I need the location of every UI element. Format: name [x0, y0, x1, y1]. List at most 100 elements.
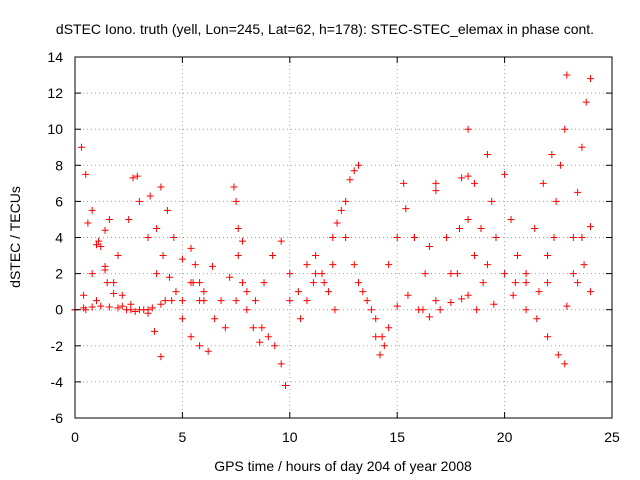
data-point: [522, 270, 530, 278]
data-point: [372, 315, 380, 323]
series-24: [372, 324, 393, 359]
series-37: [535, 125, 569, 296]
data-point: [464, 215, 472, 223]
data-point: [153, 270, 161, 278]
data-point: [552, 197, 560, 205]
data-point: [400, 179, 408, 187]
data-point: [264, 333, 272, 341]
data-point: [372, 333, 380, 341]
data-point: [168, 297, 176, 305]
series-25: [385, 205, 418, 269]
data-point: [544, 252, 552, 260]
data-point: [303, 297, 311, 305]
data-point: [432, 187, 440, 195]
series-41: [574, 223, 595, 287]
data-point: [277, 360, 285, 368]
data-point: [419, 306, 427, 314]
data-point: [436, 306, 444, 314]
data-point: [587, 288, 595, 296]
data-point: [329, 234, 337, 241]
data-point: [350, 167, 358, 175]
data-point: [187, 333, 195, 341]
data-point: [204, 347, 212, 355]
data-point: [269, 252, 277, 260]
data-point: [363, 297, 371, 305]
data-point: [170, 234, 178, 241]
data-point: [453, 270, 461, 278]
data-point: [574, 188, 582, 196]
data-point: [230, 183, 238, 191]
data-point: [191, 261, 199, 269]
data-point: [277, 237, 285, 245]
data-point: [458, 174, 466, 182]
data-point: [548, 150, 556, 158]
data-point: [286, 297, 294, 305]
data-points: [71, 71, 595, 390]
series-8: [157, 183, 204, 305]
data-point: [380, 342, 388, 350]
data-point: [385, 261, 393, 269]
data-point: [144, 306, 152, 314]
data-point: [260, 279, 268, 287]
data-point: [135, 306, 143, 314]
chart-title: dSTEC Iono. truth (yell, Lon=245, Lat=62…: [56, 21, 594, 37]
data-point: [226, 273, 234, 281]
data-point: [556, 161, 564, 169]
series-6: [144, 306, 165, 361]
y-tick-label: -4: [51, 374, 64, 390]
data-point: [533, 315, 541, 323]
data-point: [490, 300, 498, 308]
series-28: [419, 179, 440, 314]
data-point: [544, 279, 552, 287]
data-point: [309, 279, 317, 287]
data-point: [125, 215, 133, 223]
data-point: [509, 291, 517, 299]
data-point: [488, 197, 496, 205]
data-point: [447, 270, 455, 278]
series-13: [230, 183, 247, 245]
data-point: [249, 324, 257, 332]
series-36: [522, 150, 556, 278]
data-point: [359, 288, 367, 296]
data-point: [425, 313, 433, 321]
data-point: [114, 304, 122, 312]
series-20: [329, 197, 350, 241]
series-4: [82, 172, 141, 314]
y-tick-label: 0: [55, 302, 63, 318]
series-7: [146, 192, 180, 296]
data-point: [178, 297, 186, 305]
data-point: [196, 342, 204, 350]
series-9: [168, 297, 212, 355]
series-26: [393, 291, 466, 321]
series-1: [77, 143, 135, 314]
data-point: [337, 206, 345, 214]
y-tick-label: 14: [47, 49, 63, 65]
data-point: [157, 300, 165, 308]
data-point: [477, 224, 485, 232]
data-point: [544, 333, 552, 341]
data-point: [507, 215, 515, 223]
data-point: [350, 261, 358, 269]
data-point: [105, 215, 113, 223]
data-point: [148, 304, 156, 312]
data-point: [513, 252, 521, 260]
y-tick-label: 8: [55, 157, 63, 173]
y-tick-label: 6: [55, 193, 63, 209]
data-point: [318, 270, 326, 278]
series-14: [234, 252, 264, 346]
data-point: [561, 125, 569, 133]
data-point: [492, 234, 500, 241]
data-point: [110, 289, 118, 297]
data-point: [208, 262, 216, 270]
series-12: [200, 262, 234, 305]
data-point: [367, 306, 375, 314]
data-point: [578, 234, 586, 241]
data-point: [232, 197, 240, 205]
data-point: [159, 252, 167, 260]
data-point: [522, 306, 530, 314]
y-tick-label: 10: [47, 121, 63, 137]
data-point: [385, 324, 393, 332]
data-point: [163, 206, 171, 214]
data-point: [582, 98, 590, 106]
data-point: [473, 306, 481, 314]
